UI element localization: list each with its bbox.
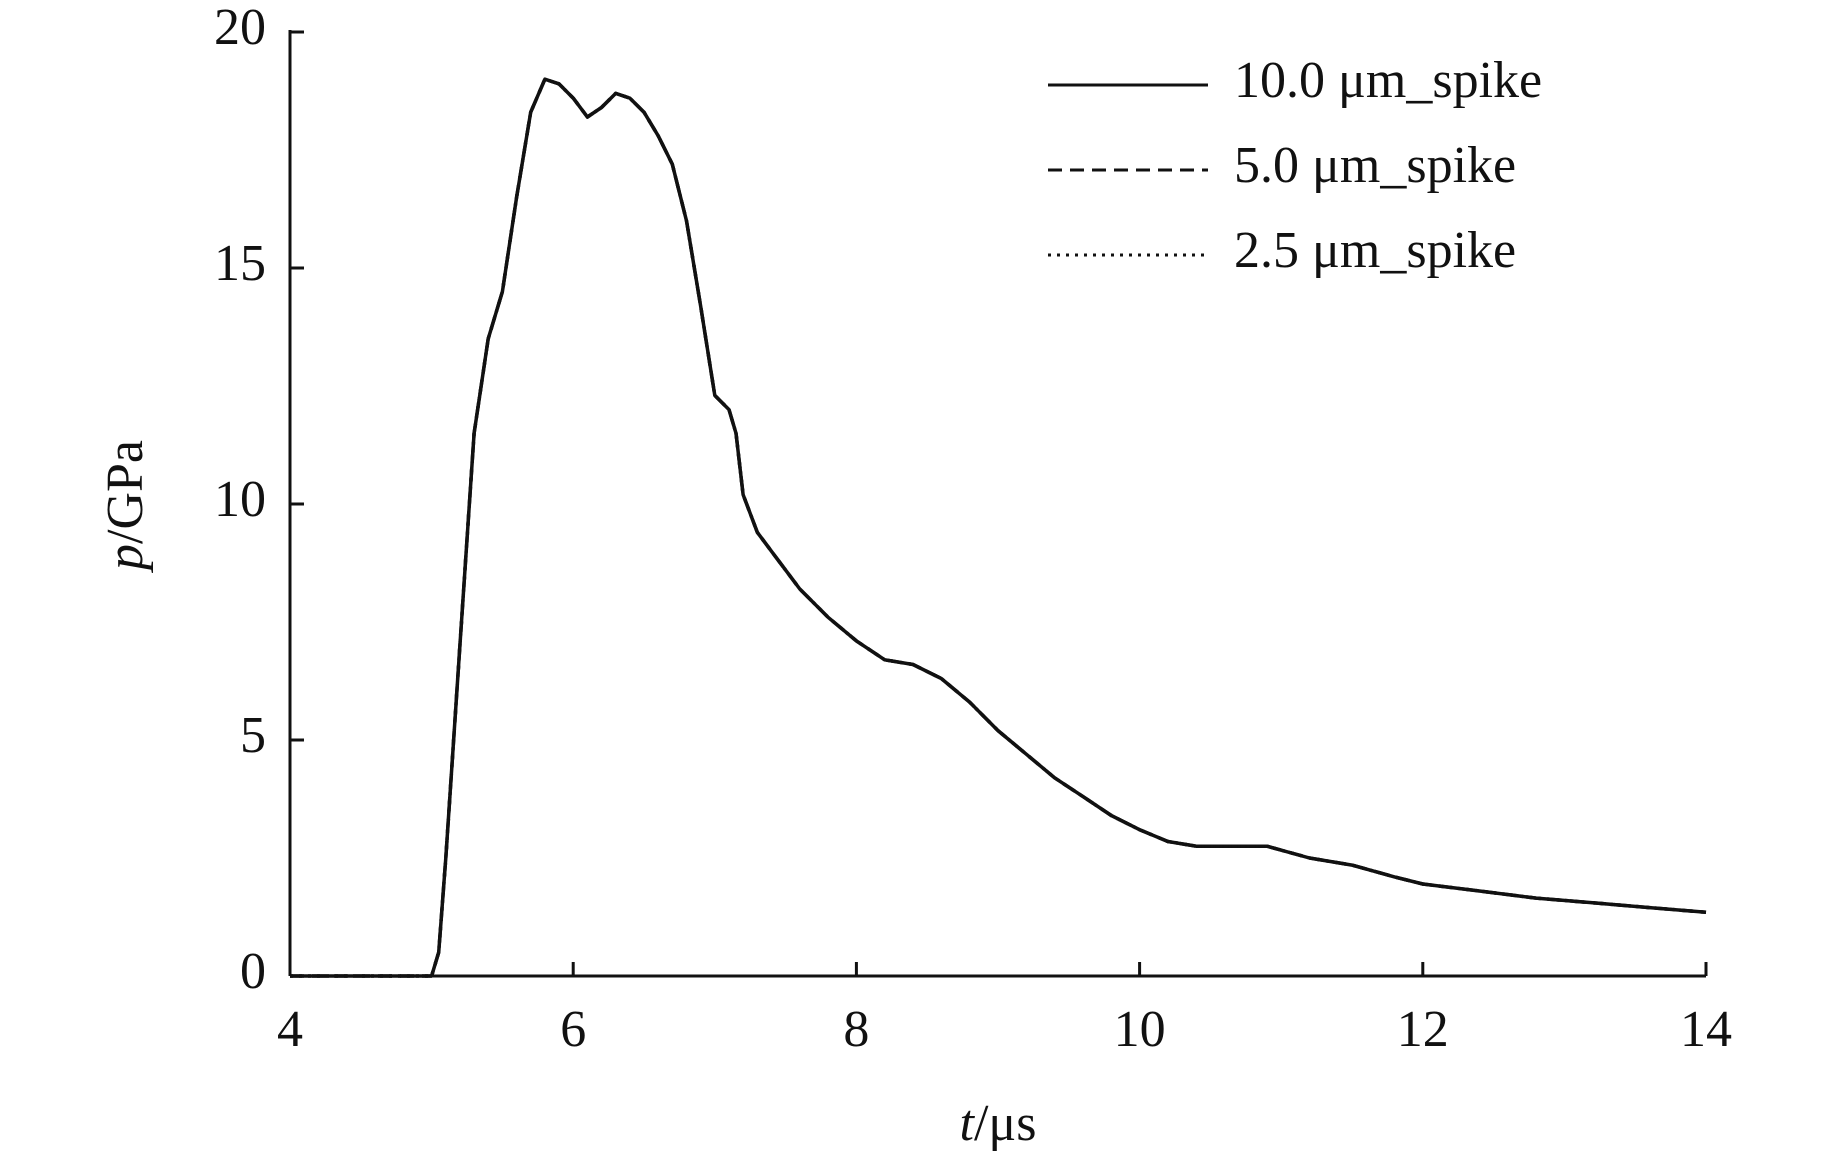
legend-label: 10.0 μm_spike [1234, 52, 1542, 109]
series-line [290, 77, 1707, 978]
series-line [290, 77, 1707, 978]
x-tick-label: 10 [1114, 1001, 1166, 1058]
x-axis-label: t/μs [959, 1095, 1036, 1152]
x-tick-label: 14 [1680, 1001, 1732, 1058]
x-tick-label: 12 [1397, 1001, 1449, 1058]
y-tick-label: 0 [240, 943, 266, 1000]
legend-label: 5.0 μm_spike [1234, 137, 1516, 194]
y-axis-label: p/GPa [97, 440, 154, 574]
y-tick-label: 20 [214, 0, 266, 56]
y-tick-label: 15 [214, 235, 266, 292]
x-tick-label: 6 [560, 1001, 586, 1058]
legend-label: 2.5 μm_spike [1234, 222, 1516, 279]
y-tick-label: 10 [214, 471, 266, 528]
series-line [290, 77, 1707, 978]
x-tick-label: 8 [843, 1001, 869, 1058]
x-tick-label: 4 [277, 1001, 303, 1058]
y-tick-label: 5 [240, 707, 266, 764]
